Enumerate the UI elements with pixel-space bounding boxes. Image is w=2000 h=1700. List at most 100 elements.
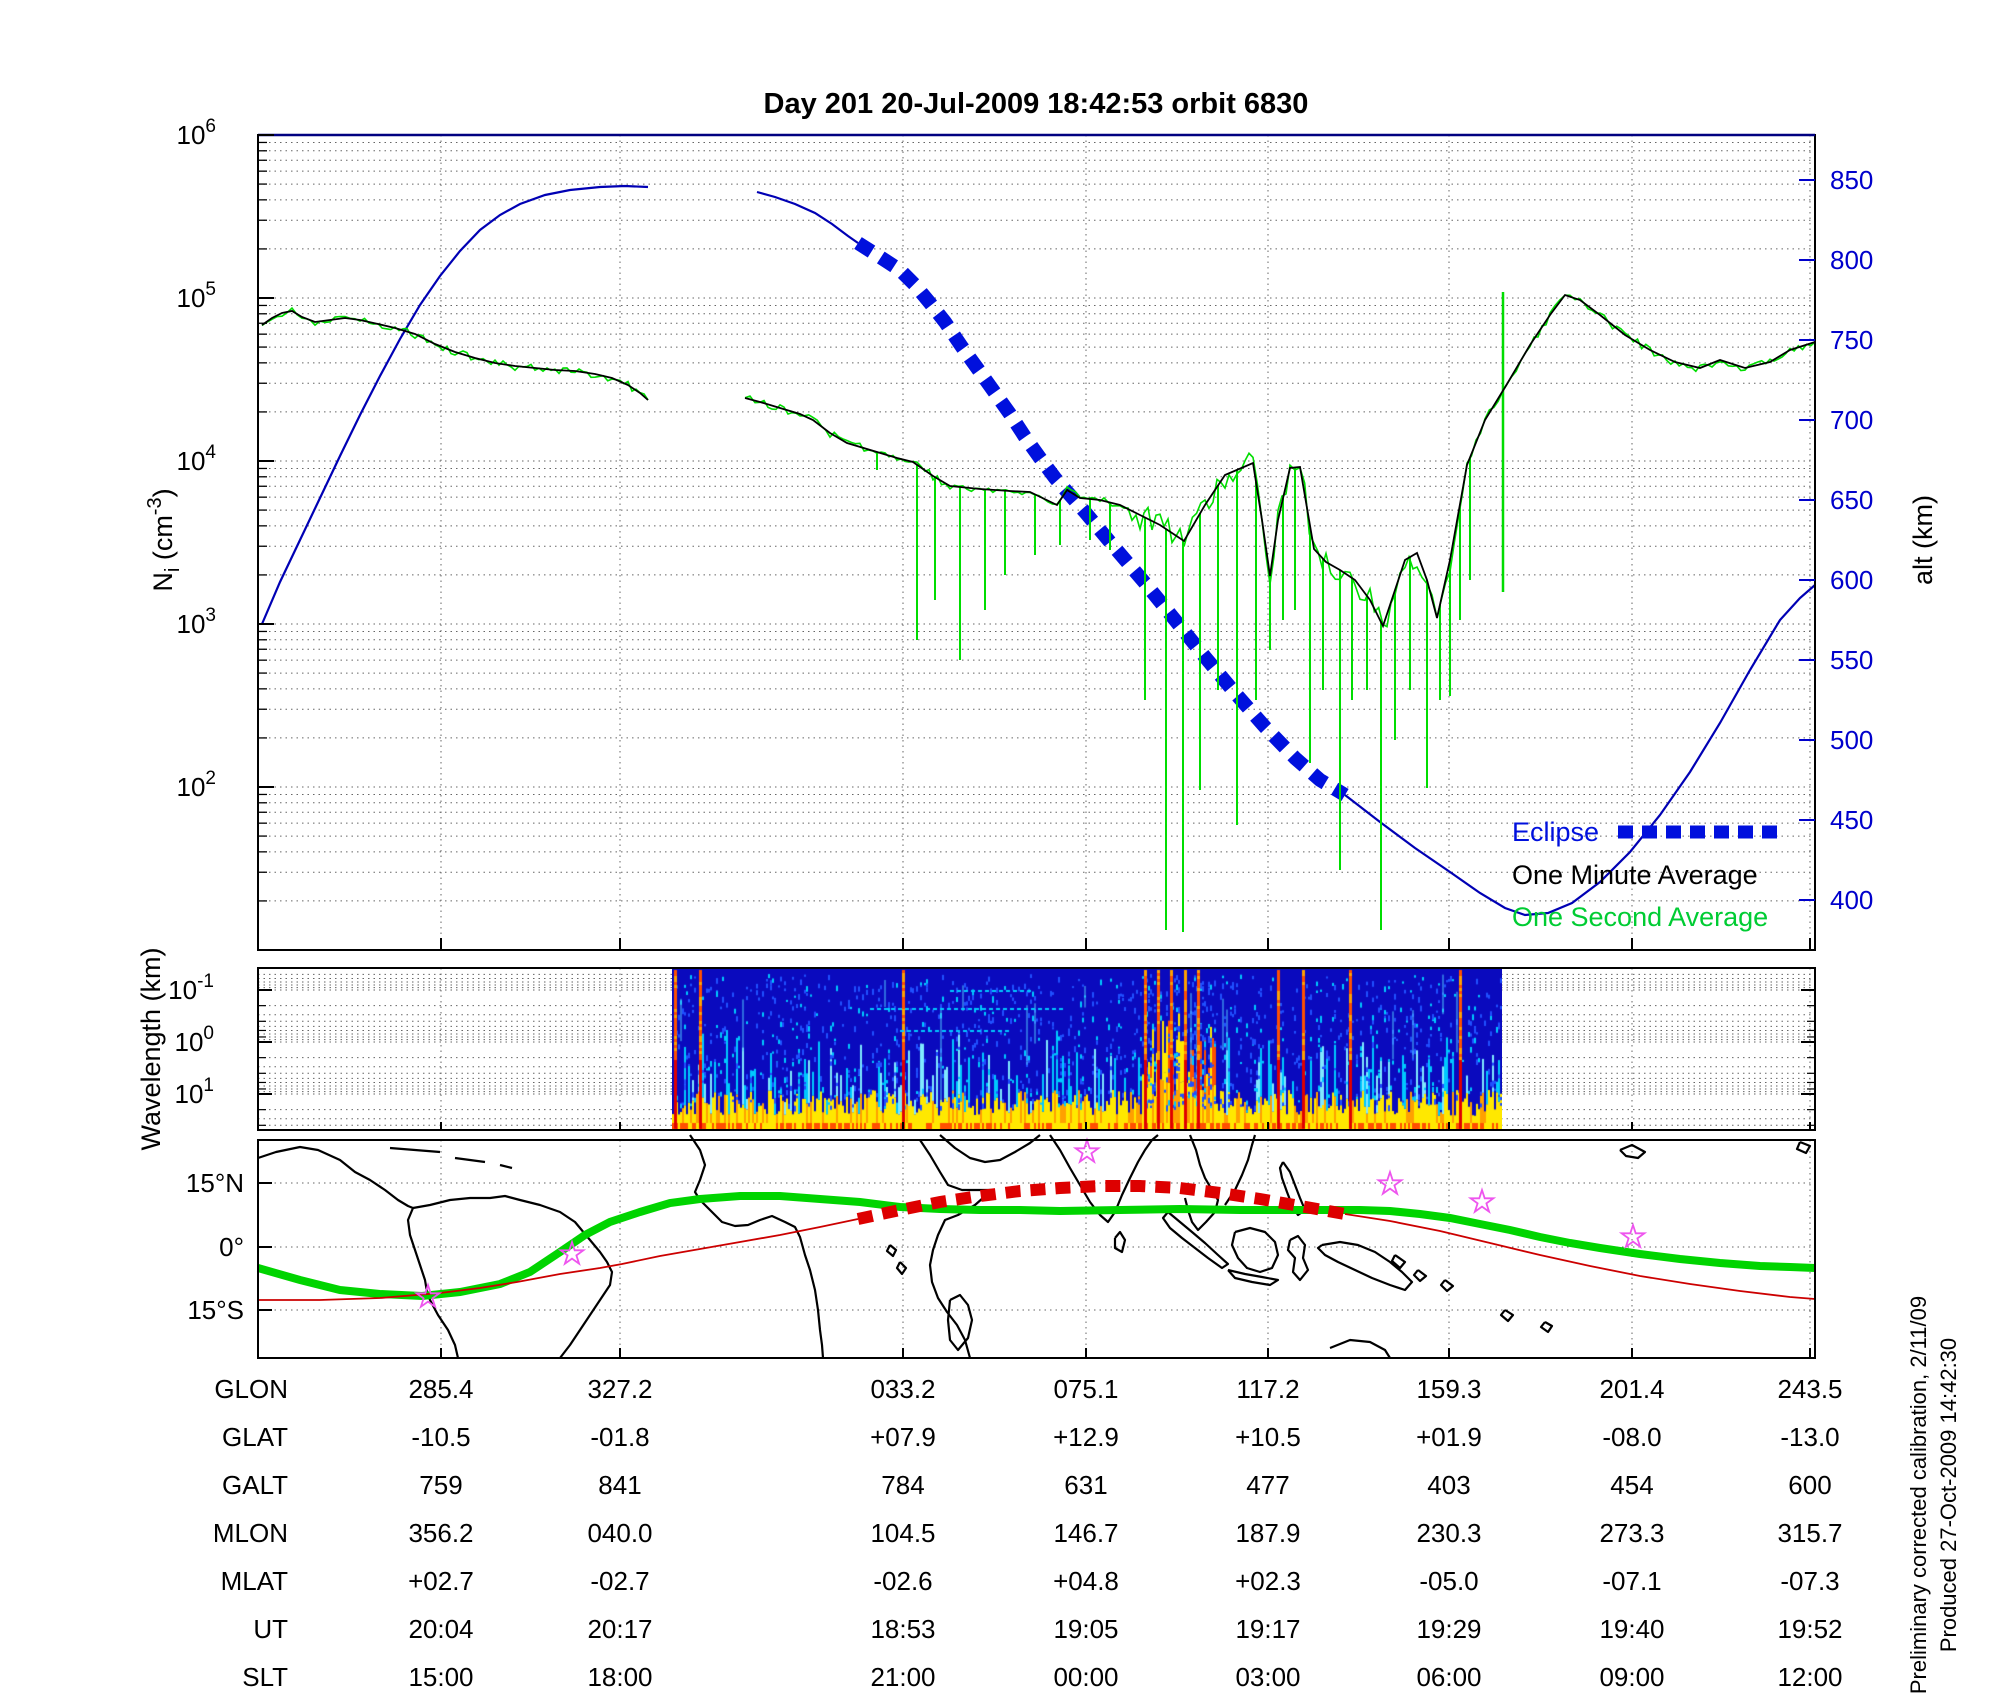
table-cell-galt: 841 [598,1470,641,1500]
table-cell-mlon: 104.5 [870,1518,935,1548]
coastline [389,1146,441,1154]
coastline [919,1139,994,1359]
ground-station-star [1072,1137,1102,1165]
table-cell-galt: 600 [1788,1470,1831,1500]
table-cell-glon: 033.2 [870,1374,935,1404]
coastline [1329,1338,1391,1359]
altitude-curve-segment [1344,584,1816,917]
coastline [1390,1254,1407,1270]
table-cell-mlat: -07.3 [1780,1566,1839,1596]
table-cell-ut: 20:04 [408,1614,473,1644]
table-cell-glon: 285.4 [408,1374,473,1404]
table-cell-mlat: +04.8 [1053,1566,1119,1596]
ni-axis-label: Ni (cm-3) [144,488,184,591]
table-cell-galt: 454 [1610,1470,1653,1500]
table-cell-glon: 159.3 [1416,1374,1481,1404]
coastline [1049,1134,1159,1224]
altitude-curve-segment [260,184,649,625]
gridlines-layer [258,135,1815,1358]
table-cell-slt: 00:00 [1053,1662,1118,1692]
coastline [1183,1134,1220,1232]
table-cell-mlon: 187.9 [1235,1518,1300,1548]
alt-tick-label: 500 [1830,725,1873,755]
coastline [1227,1268,1280,1287]
table-cell-glat: -10.5 [411,1422,470,1452]
coastline [939,1134,1041,1164]
table-row-label: GALT [222,1470,288,1500]
table-cell-mlon: 273.3 [1599,1518,1664,1548]
data-series-layer [256,184,1816,1359]
ni-tick-label: 102 [177,768,217,802]
ni-tick-label: 104 [177,442,217,476]
table-cell-slt: 09:00 [1599,1662,1664,1692]
table-cell-slt: 03:00 [1235,1662,1300,1692]
table-cell-glat: +07.9 [870,1422,936,1452]
table-cell-glon: 117.2 [1236,1374,1299,1404]
table-cell-ut: 18:53 [870,1614,935,1644]
table-cell-galt: 631 [1064,1470,1107,1500]
ground-station-star [1618,1222,1648,1250]
table-cell-glat: +10.5 [1235,1422,1301,1452]
axes-layer: 106 105 104 103 102 850 800 750 700 650 600 550 500 4… [168,116,1873,1359]
eclipse-marker-curve [854,237,1349,802]
wavelength-tick-label: 100 [175,1023,215,1057]
coastline [1161,1211,1230,1270]
legend-eclipse-label: Eclipse [1512,817,1599,847]
wavelength-axis-label: Wavelength (km) [136,947,166,1150]
ground-station-star [557,1239,587,1267]
coastline [406,1207,460,1359]
coastline [1113,1230,1127,1254]
magnetic-track-red [258,1218,859,1301]
spectrogram-layer [672,968,1502,1130]
table-cell-ut: 19:05 [1053,1614,1118,1644]
coastline [1539,1321,1554,1334]
table-cell-glon: 075.1 [1053,1374,1118,1404]
legend-one-minute-label: One Minute Average [1512,860,1758,890]
table-row-label: MLON [213,1518,288,1548]
magnetic-track-red [1344,1213,1816,1300]
alt-tick-label: 750 [1830,325,1873,355]
legend-one-second-label: One Second Average [1512,902,1768,932]
table-cell-mlon: 146.7 [1053,1518,1118,1548]
coastline [885,1244,898,1258]
table-cell-ut: 19:52 [1777,1614,1842,1644]
coastline [1412,1269,1428,1283]
table-cell-mlat: +02.3 [1235,1566,1301,1596]
coastline [1278,1161,1307,1217]
table-cell-mlat: -02.7 [590,1566,649,1596]
coastline [946,1293,974,1352]
latitude-tick-label: 0° [219,1232,244,1262]
panel2-frame [257,967,1816,1131]
alt-tick-label: 400 [1830,885,1873,915]
latitude-tick-label: 15°S [187,1295,244,1325]
alt-tick-label: 700 [1830,405,1873,435]
table-cell-ut: 20:17 [587,1614,652,1644]
ground-track-green [256,1192,1816,1301]
table-cell-mlat: -07.1 [1602,1566,1661,1596]
ground-station-star [1375,1169,1405,1197]
table-cell-glon: 243.5 [1777,1374,1842,1404]
wavelength-spectrogram [672,968,1502,1130]
table-cell-ut: 19:17 [1235,1614,1300,1644]
ni-tick-label: 103 [177,605,217,639]
ni-tick-label: 105 [177,279,217,313]
table-cell-galt: 403 [1427,1470,1470,1500]
coastline [1316,1240,1414,1292]
coastline [1499,1309,1515,1323]
alt-tick-label: 600 [1830,565,1873,595]
table-cell-slt: 21:00 [870,1662,935,1692]
table-cell-glat: -01.8 [590,1422,649,1452]
altitude-curve-segment [756,190,859,244]
ground-station-star [413,1282,443,1310]
table-cell-mlat: +02.7 [408,1566,474,1596]
wavelength-tick-label: 101 [175,1075,215,1109]
table-cell-galt: 759 [419,1470,462,1500]
coastline [1439,1279,1455,1293]
alt-axis-label: alt (km) [1908,495,1938,585]
coastline [1619,1143,1647,1160]
coastline [499,1163,513,1170]
table-cell-mlon: 040.0 [587,1518,652,1548]
coastline [412,1194,614,1359]
coastline [895,1261,908,1276]
